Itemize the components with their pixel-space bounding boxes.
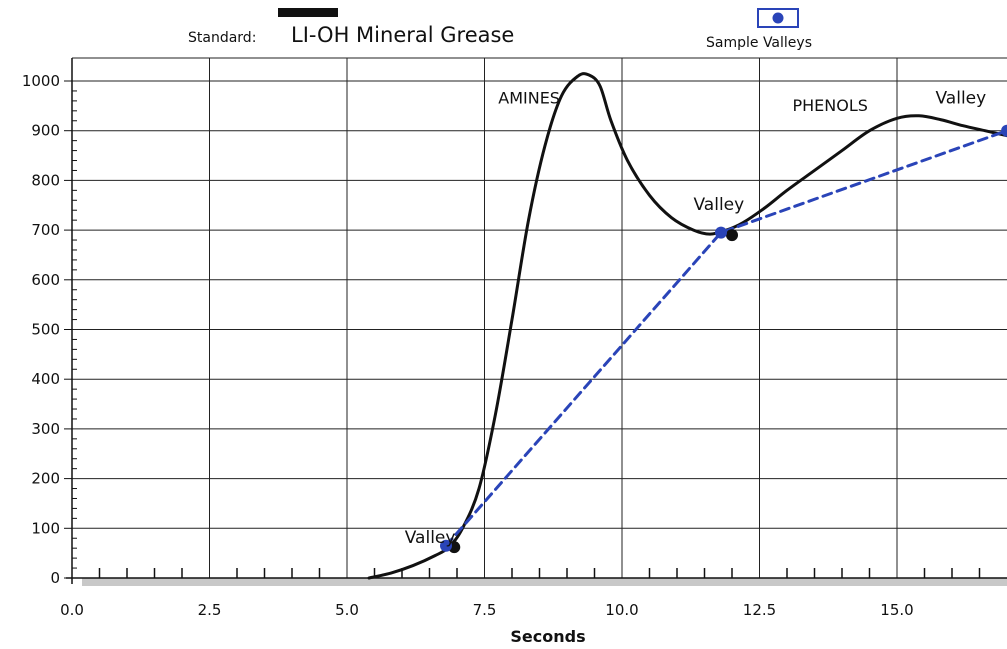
sample-legend-marker — [772, 12, 784, 24]
axes: 0 100 200 300 400 500 600 700 800 900 1000 0.0 2.5 5.… — [22, 58, 1007, 619]
legend: Standard: LI-OH Mineral Grease Sample Va… — [188, 8, 812, 51]
sample-legend-label: Sample Valleys — [706, 35, 812, 51]
x-tick-label: 2.5 — [198, 601, 222, 619]
standard-legend-name: LI-OH Mineral Grease — [291, 23, 514, 47]
standard-valley-marker — [726, 229, 738, 242]
series-layer — [367, 72, 1007, 580]
x-tick-label: 10.0 — [605, 601, 638, 619]
x-tick-label: 0.0 — [60, 601, 84, 619]
sample-valley-marker — [440, 539, 452, 552]
y-tick-label: 0 — [50, 569, 60, 587]
sample-valley-marker — [1001, 124, 1007, 137]
y-tick-label: 100 — [31, 519, 60, 537]
y-tick-label: 300 — [31, 420, 60, 438]
y-tick-label: 600 — [31, 271, 60, 289]
valley-annotation: Valley — [405, 528, 456, 548]
y-tick-label: 700 — [31, 221, 60, 239]
x-axis-label: Seconds — [510, 627, 585, 646]
markers-layer — [440, 124, 1007, 554]
standard-legend-swatch — [278, 8, 338, 17]
grid — [72, 57, 1007, 579]
sample-valley-marker — [715, 226, 727, 239]
region-annotation: PHENOLS — [793, 96, 868, 115]
standard-legend-prefix: Standard: — [188, 30, 256, 46]
y-tick-label: 900 — [31, 122, 60, 140]
x-tick-label: 12.5 — [743, 601, 776, 619]
baseline-band — [82, 578, 1007, 586]
y-tick-label: 400 — [31, 370, 60, 388]
y-tick-label: 200 — [31, 470, 60, 488]
region-annotation: AMINES — [498, 88, 560, 107]
x-tick-label: 7.5 — [473, 601, 497, 619]
annotations-layer: AMINES PHENOLS Valley Valley Valley — [405, 88, 986, 548]
valley-annotation: Valley — [936, 88, 987, 108]
x-tick-label: 5.0 — [335, 601, 359, 619]
standard-curve-line — [367, 72, 1007, 580]
y-tick-label: 1000 — [22, 72, 60, 90]
y-tick-label: 800 — [31, 171, 60, 189]
sample-valleys-line — [444, 129, 1007, 548]
valley-annotation: Valley — [694, 195, 745, 215]
y-tick-label: 500 — [31, 321, 60, 339]
x-tick-label: 15.0 — [880, 601, 913, 619]
